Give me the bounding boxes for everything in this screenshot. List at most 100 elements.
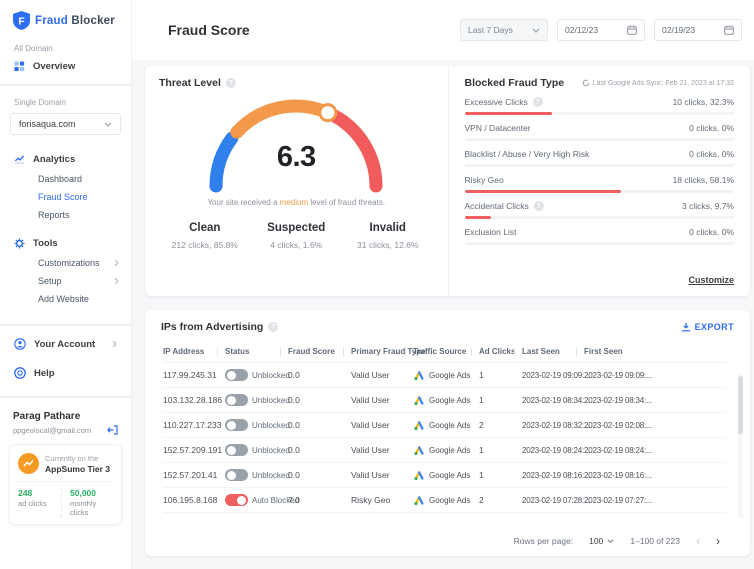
- export-label: EXPORT: [694, 322, 734, 332]
- calendar-icon: [627, 25, 637, 35]
- plan-stat-monthly-clicks: 50,000 monthly clicks: [61, 488, 113, 517]
- page-header: Fraud Score Last 7 Days 02/12/23 02/19/2…: [132, 0, 754, 60]
- chevron-right-icon: [114, 259, 119, 267]
- sidebar-item-analytics[interactable]: Analytics: [0, 149, 131, 170]
- customize-link[interactable]: Customize: [688, 275, 734, 285]
- sidebar-item-label: Help: [34, 367, 55, 379]
- sidebar-item-reports[interactable]: Reports: [0, 206, 131, 224]
- plan-divider: [18, 481, 113, 482]
- user-email: ppgeolocal@gmail.com: [13, 425, 92, 435]
- fraud-type-value: 0 clicks, 0%: [689, 123, 734, 133]
- stat-label: Invalid: [369, 222, 406, 234]
- sidebar-item-dashboard[interactable]: Dashboard: [0, 170, 131, 188]
- sidebar-item-help[interactable]: Help: [0, 362, 131, 384]
- sidebar-item-overview[interactable]: Overview: [0, 56, 131, 77]
- help-icon[interactable]: [533, 201, 544, 211]
- fraud-type-row: Excessive Clicks 10 clicks, 32.3%: [464, 89, 734, 115]
- threat-gauge: 6.3: [201, 91, 391, 195]
- rows-per-page-select[interactable]: 100: [589, 536, 614, 546]
- help-icon[interactable]: [532, 97, 543, 107]
- fraud-type-row: VPN / Datacenter 0 clicks, 0%: [464, 115, 734, 141]
- fraud-type-row: Risky Geo 18 clicks, 58.1%: [464, 167, 734, 193]
- sub-item-label: Customizations: [38, 258, 100, 268]
- threat-level-title: Threat Level: [159, 77, 221, 89]
- status-label: Auto Blocked: [252, 495, 300, 505]
- status-toggle[interactable]: [225, 494, 248, 506]
- col-ad-clicks[interactable]: Ad Clicks: [471, 347, 522, 356]
- status-toggle[interactable]: [225, 419, 248, 431]
- fraud-type-bar: [464, 164, 734, 167]
- ips-title: IPs from Advertising: [161, 321, 264, 333]
- fraud-type-label: Blacklist / Abuse / Very High Risk: [464, 149, 590, 159]
- col-ip-address[interactable]: IP Address: [163, 347, 205, 356]
- cell-ip: 110.227.17.233: [163, 420, 222, 430]
- shield-logo-icon: F: [13, 11, 30, 30]
- status-label: Unblocked: [252, 470, 290, 480]
- click-stats-row: Clean 212 clicks, 85.8% Suspected 4 clic…: [159, 222, 434, 250]
- table-pagination: Rows per page: 100 1–100 of 223: [145, 526, 750, 547]
- chevron-right-icon: [114, 277, 119, 285]
- cell-source: Google Ads: [429, 470, 471, 480]
- prev-page-button[interactable]: [696, 535, 700, 547]
- cell-fraud-score: 0.0: [288, 445, 300, 455]
- stat-label: Clean: [189, 222, 221, 234]
- status-label: Unblocked: [252, 445, 290, 455]
- cell-first-seen: 2023-02-19 02:08:...: [584, 420, 653, 430]
- stat-suspected: Suspected 4 clicks, 1.6%: [251, 222, 343, 250]
- scrollbar-thumb[interactable]: [738, 376, 743, 434]
- appsumo-badge-icon: [18, 453, 39, 474]
- cell-fraud-type: Valid User: [351, 445, 390, 455]
- logout-icon[interactable]: [107, 425, 118, 435]
- sub-item-label: Reports: [38, 210, 70, 220]
- domain-select[interactable]: forisaqua.com: [10, 113, 121, 135]
- col-traffic-source[interactable]: Traffic Source: [405, 347, 479, 356]
- fraud-type-label: Accidental Clicks: [464, 201, 529, 211]
- sidebar-item-your-account[interactable]: Your Account: [0, 333, 131, 355]
- cell-first-seen: 2023-02-19 08:24:...: [584, 445, 653, 455]
- sidebar-item-fraud-score[interactable]: Fraud Score: [0, 188, 131, 206]
- col-fraud-score[interactable]: Fraud Score: [280, 347, 351, 356]
- date-from-input[interactable]: 02/12/23: [557, 19, 645, 41]
- cell-source: Google Ads: [429, 495, 471, 505]
- fraud-type-label: Risky Geo: [464, 175, 504, 185]
- brand-logo[interactable]: F Fraud Blocker: [0, 0, 131, 39]
- col-status[interactable]: Status: [217, 347, 288, 356]
- cell-ad-clicks: 1: [479, 445, 484, 455]
- status-toggle[interactable]: [225, 394, 248, 406]
- status-toggle[interactable]: [225, 369, 248, 381]
- col-last-seen[interactable]: Last Seen: [514, 347, 584, 356]
- table-row: 103.132.28.186 Unblocked 0.0 Valid User …: [163, 388, 726, 413]
- rows-per-page-value: 100: [589, 536, 604, 546]
- col-primary-fraud-type[interactable]: Primary Fraud Type: [343, 347, 426, 356]
- help-icon[interactable]: [268, 322, 279, 332]
- date-to-value: 02/19/23: [662, 25, 696, 35]
- sidebar-item-add-website[interactable]: Add Website: [0, 290, 131, 308]
- fraud-type-bar: [464, 112, 734, 115]
- gear-icon: [14, 238, 25, 249]
- status-toggle[interactable]: [225, 444, 248, 456]
- threat-level-panel: Threat Level 6.3 Your site received a me…: [145, 66, 448, 296]
- col-first-seen[interactable]: First Seen: [576, 347, 726, 356]
- chevron-right-icon: [112, 340, 117, 348]
- status-toggle[interactable]: [225, 469, 248, 481]
- cell-fraud-score: 0.0: [288, 370, 300, 380]
- export-button[interactable]: EXPORT: [681, 322, 734, 332]
- cell-last-seen: 2023-02-19 08:24:...: [522, 445, 591, 455]
- sub-item-label: Setup: [38, 276, 62, 286]
- sidebar-item-setup[interactable]: Setup: [0, 272, 131, 290]
- sidebar-item-customizations[interactable]: Customizations: [0, 254, 131, 272]
- cell-ip: 106.195.8.168: [163, 495, 218, 505]
- cell-ad-clicks: 2: [479, 420, 484, 430]
- chevron-down-icon: [532, 28, 540, 33]
- next-page-button[interactable]: [716, 535, 720, 547]
- sidebar-item-tools[interactable]: Tools: [0, 233, 131, 254]
- date-to-input[interactable]: 02/19/23: [654, 19, 742, 41]
- fraud-type-bar: [464, 242, 734, 245]
- fraud-type-value: 18 clicks, 58.1%: [672, 175, 734, 185]
- help-icon[interactable]: [225, 78, 236, 88]
- fraud-type-value: 0 clicks, 0%: [689, 227, 734, 237]
- date-range-select[interactable]: Last 7 Days: [460, 19, 548, 41]
- table-scrollbar[interactable]: [738, 374, 743, 518]
- table-row: 117.99.245.31 Unblocked 0.0 Valid User G…: [163, 363, 726, 388]
- cell-source: Google Ads: [429, 445, 471, 455]
